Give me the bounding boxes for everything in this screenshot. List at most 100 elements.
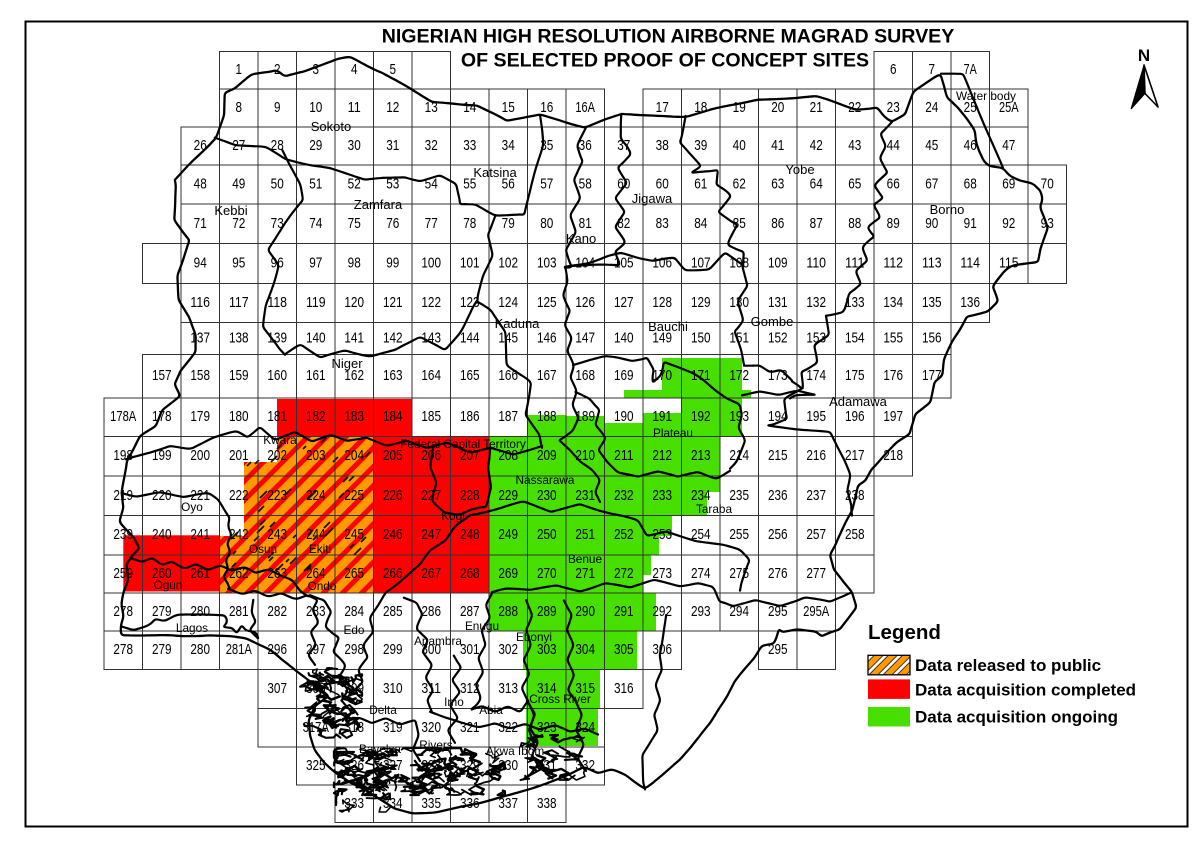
svg-text:224: 224 (306, 488, 326, 504)
svg-text:268: 268 (460, 566, 480, 582)
svg-text:199: 199 (152, 448, 172, 464)
svg-text:130: 130 (729, 295, 749, 311)
svg-text:42: 42 (810, 138, 823, 154)
svg-text:38: 38 (656, 138, 669, 154)
svg-text:117: 117 (229, 295, 249, 311)
svg-text:206: 206 (421, 448, 441, 464)
svg-text:284: 284 (344, 604, 364, 620)
svg-text:72: 72 (232, 216, 245, 232)
svg-text:138: 138 (229, 331, 249, 347)
svg-text:194: 194 (768, 409, 788, 425)
svg-text:Nassarawa: Nassarawa (515, 473, 574, 487)
svg-text:5: 5 (390, 62, 397, 78)
svg-text:23: 23 (887, 100, 900, 116)
svg-text:99: 99 (386, 256, 399, 272)
svg-text:137: 137 (190, 331, 210, 347)
svg-text:127: 127 (614, 295, 634, 311)
svg-text:48: 48 (194, 177, 207, 193)
svg-text:259: 259 (113, 566, 133, 582)
svg-text:108: 108 (729, 256, 749, 272)
svg-text:279: 279 (152, 642, 172, 658)
svg-text:244: 244 (306, 527, 326, 543)
svg-text:275: 275 (729, 566, 749, 582)
svg-text:325: 325 (306, 758, 326, 774)
svg-text:Data acquisition ongoing: Data acquisition ongoing (915, 708, 1118, 727)
svg-text:Bauchi: Bauchi (648, 319, 688, 334)
svg-text:131: 131 (768, 295, 788, 311)
svg-text:124: 124 (498, 295, 518, 311)
svg-text:161: 161 (306, 368, 326, 384)
svg-text:43: 43 (848, 138, 861, 154)
svg-text:54: 54 (425, 177, 438, 193)
svg-text:249: 249 (498, 527, 518, 543)
svg-text:110: 110 (806, 256, 826, 272)
svg-text:258: 258 (845, 527, 865, 543)
svg-text:Niger: Niger (331, 356, 363, 371)
svg-text:323: 323 (537, 720, 557, 736)
svg-text:Oyo: Oyo (181, 500, 203, 514)
svg-text:11: 11 (348, 100, 361, 116)
svg-text:61: 61 (694, 177, 707, 193)
svg-text:Ebonyi: Ebonyi (516, 630, 552, 644)
svg-text:82: 82 (617, 216, 630, 232)
svg-text:239: 239 (113, 527, 133, 543)
svg-text:163: 163 (383, 368, 403, 384)
svg-text:190: 190 (614, 409, 634, 425)
svg-text:92: 92 (1002, 216, 1015, 232)
svg-text:155: 155 (883, 331, 903, 347)
svg-text:Adamawa: Adamawa (829, 394, 888, 409)
svg-text:1: 1 (236, 62, 243, 78)
svg-text:184: 184 (383, 409, 403, 425)
svg-text:271: 271 (575, 566, 595, 582)
svg-text:310: 310 (383, 681, 403, 697)
svg-text:220: 220 (152, 488, 172, 504)
svg-text:151: 151 (729, 331, 749, 347)
svg-text:97: 97 (309, 256, 322, 272)
svg-text:21: 21 (810, 100, 823, 116)
svg-text:Enugu: Enugu (465, 619, 499, 633)
svg-text:101: 101 (460, 256, 480, 272)
svg-text:36: 36 (579, 138, 592, 154)
svg-text:280: 280 (190, 604, 210, 620)
svg-text:178: 178 (152, 409, 172, 425)
svg-text:331: 331 (537, 758, 557, 774)
svg-text:79: 79 (502, 216, 515, 232)
svg-text:106: 106 (652, 256, 672, 272)
svg-text:177: 177 (922, 368, 942, 384)
svg-text:302: 302 (498, 642, 518, 658)
svg-text:Plateau: Plateau (653, 426, 693, 440)
svg-text:195: 195 (806, 409, 826, 425)
svg-text:210: 210 (575, 448, 595, 464)
svg-text:66: 66 (887, 177, 900, 193)
svg-text:248: 248 (460, 527, 480, 543)
svg-text:324: 324 (575, 720, 595, 736)
svg-text:182: 182 (306, 409, 326, 425)
svg-text:334: 334 (383, 796, 403, 812)
svg-text:44: 44 (887, 138, 900, 154)
svg-text:211: 211 (614, 448, 634, 464)
svg-text:237: 237 (806, 488, 826, 504)
svg-text:123: 123 (460, 295, 480, 311)
svg-text:253: 253 (652, 527, 672, 543)
svg-text:69: 69 (1002, 177, 1015, 193)
svg-text:267: 267 (421, 566, 441, 582)
svg-text:160: 160 (267, 368, 287, 384)
svg-text:95: 95 (232, 256, 245, 272)
svg-text:Data acquisition completed: Data acquisition completed (915, 681, 1136, 700)
svg-text:16A: 16A (575, 100, 595, 116)
svg-text:Bayelsa: Bayelsa (359, 742, 401, 756)
svg-text:300: 300 (421, 642, 441, 658)
svg-text:150: 150 (691, 331, 711, 347)
svg-text:196: 196 (845, 409, 865, 425)
svg-text:73: 73 (271, 216, 284, 232)
svg-text:22: 22 (848, 100, 861, 116)
svg-text:40: 40 (733, 138, 746, 154)
svg-text:133: 133 (845, 295, 865, 311)
svg-text:290: 290 (575, 604, 595, 620)
svg-text:62: 62 (733, 177, 746, 193)
svg-text:25A: 25A (999, 100, 1019, 116)
svg-text:225: 225 (344, 488, 364, 504)
svg-text:327: 327 (383, 758, 403, 774)
svg-text:280: 280 (190, 642, 210, 658)
svg-text:255: 255 (729, 527, 749, 543)
